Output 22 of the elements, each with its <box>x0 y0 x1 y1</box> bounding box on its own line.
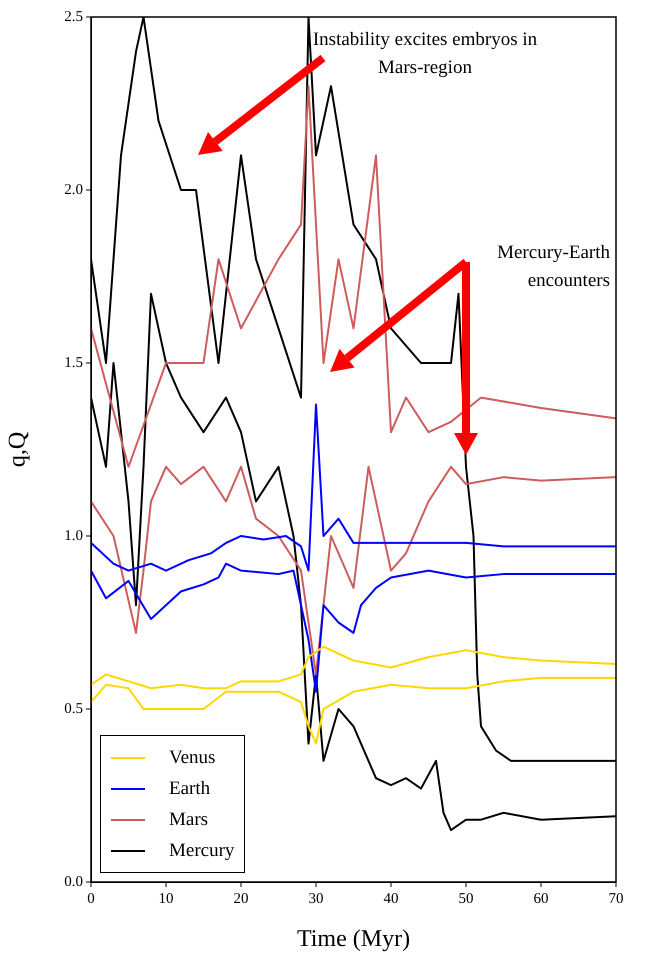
y-axis-title: q,Q <box>4 432 31 468</box>
x-tick-label: 0 <box>87 890 95 907</box>
annotation: Mercury-Earth encounters <box>496 241 610 293</box>
annotation: Instability excites embryos in Mars-region <box>312 28 538 80</box>
y-tick-label: 0.0 <box>64 874 83 890</box>
x-tick-label: 20 <box>234 890 248 907</box>
x-axis-title: Time (Myr) <box>296 926 410 952</box>
y-tick-label: 2.5 <box>64 8 83 25</box>
x-tick-label: 50 <box>458 890 474 907</box>
x-tick-label: 10 <box>158 890 174 907</box>
x-tick-label: 40 <box>384 890 398 907</box>
x-tick-label: 60 <box>534 890 548 907</box>
x-tick-label: 30 <box>308 890 324 907</box>
legend-label: Mars <box>169 808 208 830</box>
x-tick-label: 70 <box>608 890 624 907</box>
y-tick-label: 2.0 <box>64 182 83 198</box>
legend-label: Venus <box>169 746 216 768</box>
y-tick-label: 1.0 <box>64 528 83 544</box>
legend-label: Earth <box>169 778 210 800</box>
y-tick-label: 1.5 <box>64 354 83 371</box>
y-tick-label: 0.5 <box>64 700 83 717</box>
legend-label: Mercury <box>169 840 234 862</box>
